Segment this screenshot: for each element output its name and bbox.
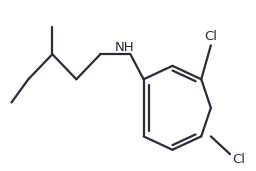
Text: NH: NH (115, 41, 134, 54)
Text: Cl: Cl (204, 30, 217, 43)
Text: Cl: Cl (232, 153, 246, 166)
